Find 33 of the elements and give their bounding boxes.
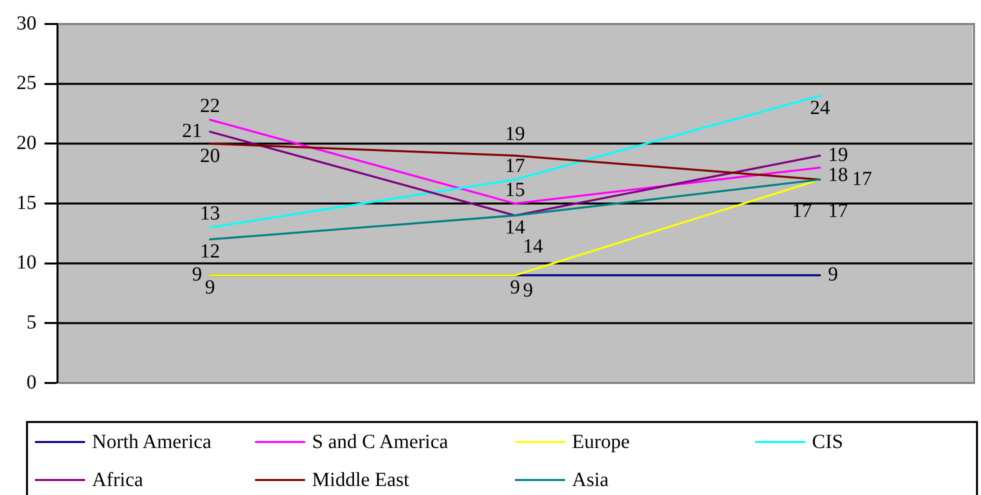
data-label: 21 (182, 120, 202, 142)
data-label: 9 (192, 264, 202, 286)
data-label: 9 (523, 280, 533, 302)
y-tick-label: 5 (26, 311, 36, 334)
legend-label: Asia (572, 468, 609, 492)
data-label: 20 (200, 144, 220, 167)
y-tick-label: 30 (16, 12, 36, 34)
legend-label: North America (92, 430, 212, 454)
data-label: 22 (200, 94, 220, 117)
data-label: 9 (828, 264, 838, 286)
data-label: 9 (205, 276, 215, 299)
data-label: 19 (828, 144, 848, 166)
legend-label: S and C America (312, 430, 448, 454)
data-label: 13 (200, 202, 220, 225)
data-label: 19 (505, 122, 525, 145)
data-label: 17 (505, 154, 525, 177)
y-tick-label: 25 (16, 72, 36, 94)
data-label: 14 (523, 236, 543, 258)
y-tick-label: 20 (16, 132, 36, 154)
y-tick-label: 10 (16, 252, 36, 274)
legend-label: Europe (572, 430, 630, 454)
data-label: 12 (200, 240, 220, 263)
legend-label: Middle East (312, 468, 410, 492)
data-label: 24 (810, 97, 830, 120)
data-label: 17 (852, 168, 872, 190)
y-tick-label: 15 (16, 192, 36, 214)
data-label: 9 (510, 276, 520, 299)
data-label: 15 (505, 178, 525, 201)
legend-label: Africa (92, 468, 144, 492)
data-label: 14 (505, 216, 525, 239)
data-label: 18 (828, 164, 848, 186)
y-tick-label: 0 (26, 371, 36, 394)
legend-label: CIS (812, 430, 844, 454)
